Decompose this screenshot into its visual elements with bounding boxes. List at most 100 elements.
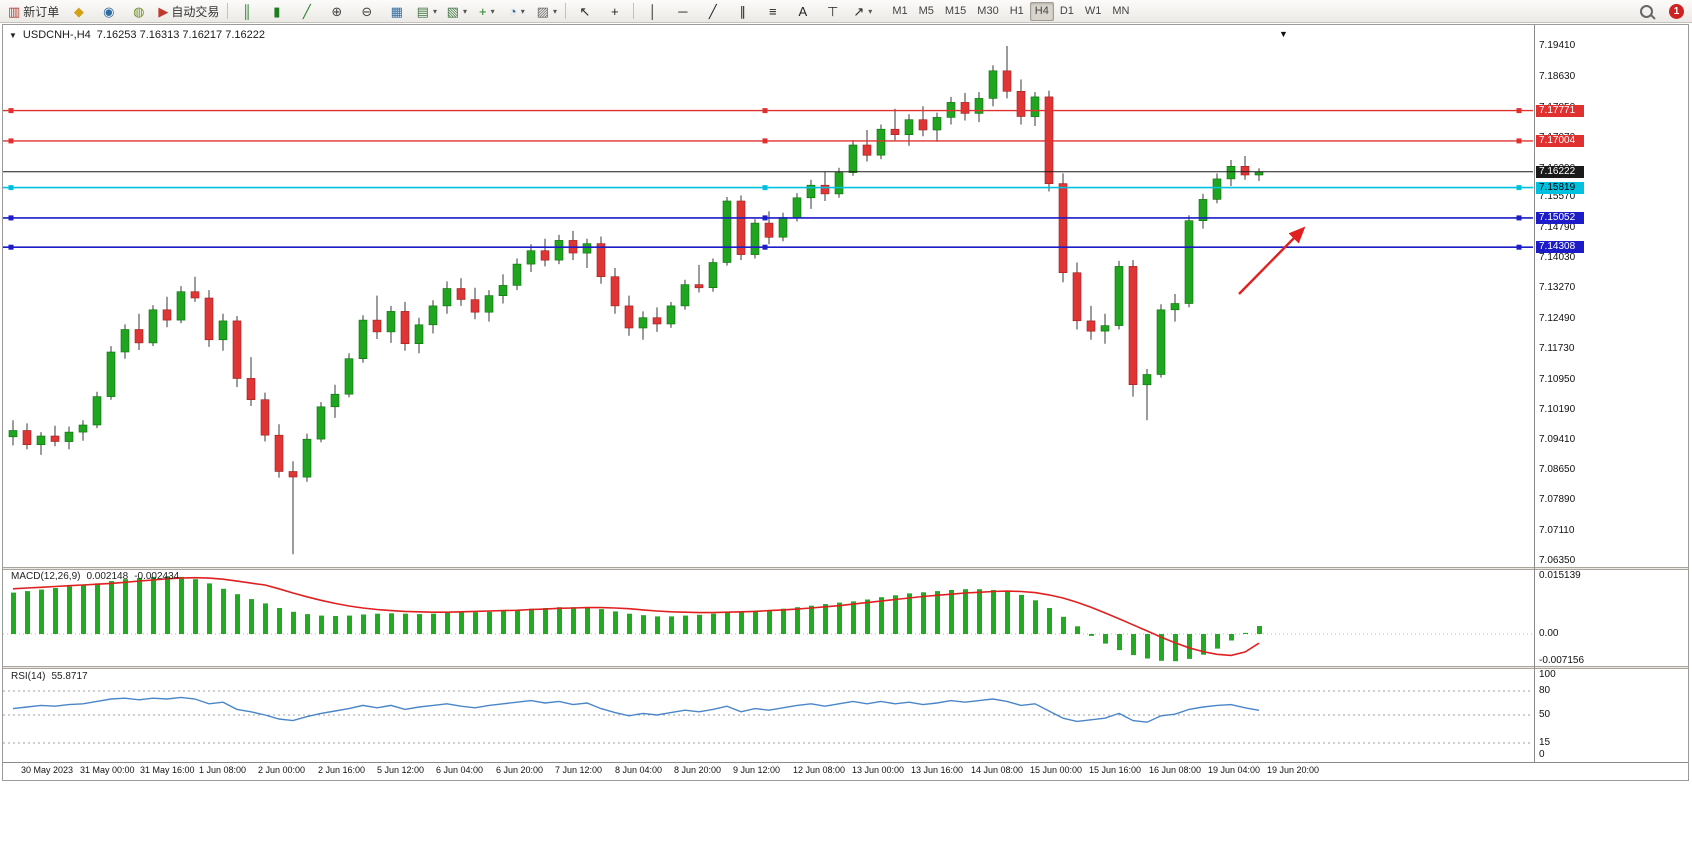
price-axis-label: 7.18630: [1539, 71, 1576, 82]
zoom-out-button[interactable]: ⊖: [352, 1, 381, 22]
time-axis-label: 5 Jun 12:00: [377, 765, 425, 775]
mql5-button[interactable]: ◆: [64, 1, 93, 22]
hline-7.14308[interactable]: [3, 244, 1533, 250]
price-tag-7.15819: 7.15819: [1536, 182, 1584, 194]
price-axis-label: 7.07110: [1539, 525, 1575, 536]
periods-button[interactable]: ◔ ▾: [502, 1, 531, 22]
macd-panel[interactable]: [3, 570, 1533, 664]
hline-handle[interactable]: [1516, 138, 1522, 144]
price-tag-7.17771: 7.17771: [1536, 105, 1584, 117]
timeframe-d1-button[interactable]: D1: [1059, 5, 1074, 17]
chart-menu-icon[interactable]: ▼: [1279, 29, 1288, 39]
toolbar-items: ▥ 新订单 ◆ ◉ ◍ ▶ 自动交易 ║ ▮ ╱ ⊕ ⊖ ▦ ▤ ▾ ▧ ▾ + ▾ ◔ ▾ ▨ ▾ ↖ + │ ─ ╱ ∥ ≡ A ⊤ ↗ ▾: [4, 1, 877, 22]
search-button[interactable]: [1632, 1, 1661, 22]
hline-handle[interactable]: [762, 244, 768, 250]
hline-handle[interactable]: [762, 185, 768, 191]
bars-chart-button[interactable]: ║: [232, 1, 261, 22]
time-axis-label: 9 Jun 12:00: [733, 765, 781, 775]
new-order-button[interactable]: ▥ 新订单: [4, 1, 63, 22]
candles-chart-button[interactable]: ▮: [262, 1, 291, 22]
macd-axis-label: 0.015139: [1539, 570, 1581, 581]
profiles-button[interactable]: ◉: [94, 1, 123, 22]
hline-handle[interactable]: [8, 108, 14, 114]
toolbar-separator: [227, 3, 229, 19]
notifications-badge[interactable]: 1: [1669, 3, 1684, 19]
toolbar-separator: [565, 3, 567, 19]
zoom-in-button[interactable]: ⊕: [322, 1, 351, 22]
panel-splitter[interactable]: [3, 567, 1688, 570]
hline-handle[interactable]: [762, 138, 768, 144]
cursor-icon: ↖: [579, 3, 591, 19]
timeframe-w1-button[interactable]: W1: [1084, 5, 1102, 17]
time-axis-label: 12 Jun 08:00: [793, 765, 846, 775]
candles-chart-icon: ▮: [273, 3, 281, 19]
timeframe-m15-button[interactable]: M15: [944, 5, 967, 17]
time-axis-label: 31 May 16:00: [140, 765, 195, 775]
trendline-icon: ╱: [708, 3, 717, 19]
timeframe-mn-button[interactable]: MN: [1112, 5, 1130, 17]
rsi-panel[interactable]: [3, 669, 1533, 761]
arrange-window-button[interactable]: ▤ ▾: [412, 1, 441, 22]
hline-7.17004[interactable]: [3, 138, 1533, 144]
rsi-label: RSI(14) 55.8717: [11, 671, 88, 682]
horizontal-line-icon: ─: [678, 3, 688, 19]
timeframe-h1-button[interactable]: H1: [1009, 5, 1024, 17]
hline-handle[interactable]: [8, 215, 14, 221]
channel-button[interactable]: ∥: [728, 1, 757, 22]
macd-axis-label: 0.00: [1539, 628, 1559, 639]
tile-windows-button[interactable]: ▦: [382, 1, 411, 22]
timeframe-m1-button[interactable]: M1: [892, 5, 908, 17]
hline-7.15052[interactable]: [3, 215, 1533, 221]
cascade-window-icon: ▧: [446, 3, 459, 19]
time-axis-label: 6 Jun 04:00: [436, 765, 484, 775]
text-icon: A: [798, 3, 808, 19]
trendline-button[interactable]: ╱: [698, 1, 727, 22]
timeframe-m5-button[interactable]: M5: [918, 5, 934, 17]
trend-arrow[interactable]: [1238, 226, 1306, 295]
fibonacci-button[interactable]: ≡: [758, 1, 787, 22]
line-chart-button[interactable]: ╱: [292, 1, 321, 22]
timeframe-group: M1 M5 M15 M30 H1 H4 D1 W1 MN: [887, 1, 1134, 21]
hline-handle[interactable]: [8, 185, 14, 191]
crosshair-button[interactable]: +: [600, 1, 629, 22]
hline-handle[interactable]: [1516, 185, 1522, 191]
add-indicator-button[interactable]: + ▾: [472, 1, 501, 22]
main-price-chart[interactable]: [3, 27, 1533, 567]
dropdown-caret-icon: ▾: [462, 6, 467, 16]
vertical-line-icon: │: [648, 3, 657, 19]
panel-splitter[interactable]: [3, 666, 1688, 669]
vertical-line-button[interactable]: │: [638, 1, 667, 22]
toolbar-separator: [633, 3, 635, 19]
hline-handle[interactable]: [1516, 108, 1522, 114]
hline-handle[interactable]: [1516, 244, 1522, 250]
collapse-icon[interactable]: ▼: [9, 30, 17, 40]
hline-7.15819[interactable]: [3, 185, 1533, 191]
hline-handle[interactable]: [762, 215, 768, 221]
community-button[interactable]: ◍: [124, 1, 153, 22]
time-axis-label: 1 Jun 08:00: [199, 765, 247, 775]
rsi-axis-label: 0: [1539, 749, 1545, 760]
hline-handle[interactable]: [8, 244, 14, 250]
price-axis-label: 7.15570: [1539, 191, 1576, 202]
arrows-button[interactable]: ↗ ▾: [848, 1, 877, 22]
chart-title: ▼ USDCNH-,H4 7.16253 7.16313 7.16217 7.1…: [9, 29, 265, 41]
template-icon: ▨: [536, 3, 549, 19]
price-axis-label: 7.09410: [1539, 434, 1576, 445]
text-button[interactable]: A: [788, 1, 817, 22]
price-axis-label: 7.14030: [1539, 252, 1576, 263]
fibonacci-icon: ≡: [769, 3, 777, 19]
hline-handle[interactable]: [762, 108, 768, 114]
rsi-line: [12, 696, 1260, 723]
time-axis-label: 2 Jun 16:00: [318, 765, 366, 775]
horizontal-line-button[interactable]: ─: [668, 1, 697, 22]
text-label-button[interactable]: ⊤: [818, 1, 847, 22]
cascade-window-button[interactable]: ▧ ▾: [442, 1, 471, 22]
timeframe-h4-button[interactable]: H4: [1029, 1, 1054, 21]
template-button[interactable]: ▨ ▾: [532, 1, 561, 22]
cursor-button[interactable]: ↖: [570, 1, 599, 22]
hline-7.17771[interactable]: [3, 108, 1533, 114]
timeframe-m30-button[interactable]: M30: [977, 5, 999, 17]
hline-handle[interactable]: [1516, 215, 1522, 221]
hline-handle[interactable]: [8, 138, 14, 144]
autotrading-button[interactable]: ▶ 自动交易: [154, 1, 223, 22]
